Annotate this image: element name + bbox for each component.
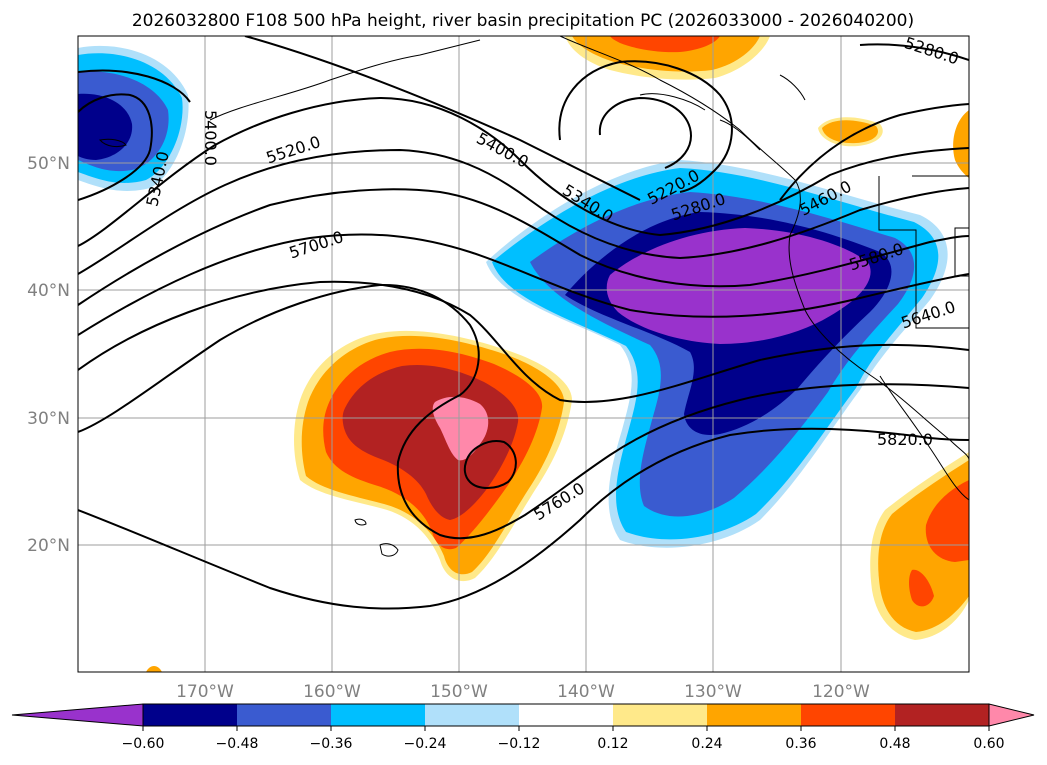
colorbar-segment — [425, 704, 519, 726]
colorbar-frame — [142, 703, 990, 727]
map-border — [77, 35, 970, 673]
colorbar-tick-label: −0.12 — [498, 736, 541, 752]
colorbar-segment — [519, 704, 613, 726]
gridlines — [78, 36, 969, 672]
map-title: 2026032800 F108 500 hPa height, river ba… — [132, 11, 914, 31]
precip-patch-tiny — [146, 666, 162, 672]
colorbar-segment — [613, 704, 707, 726]
colorbar-tick-label: −0.48 — [216, 736, 259, 752]
precip-positive-central — [294, 330, 572, 582]
colorbar-tick-label: 0.48 — [879, 736, 910, 752]
colorbar-labels: −0.60 −0.48 −0.36 −0.24 −0.12 0.12 0.24 0.36 0.4… — [122, 726, 1005, 752]
colorbar-tick-label: 0.60 — [973, 736, 1004, 752]
colorbar-tick-label: 0.12 — [597, 736, 628, 752]
lat-label: 40°N — [27, 281, 70, 301]
colorbar-tick-label: −0.60 — [122, 736, 165, 752]
colorbar-segment — [707, 704, 801, 726]
colorbar-segment — [331, 704, 425, 726]
lon-label: 160°W — [303, 682, 361, 702]
colorbar-tick-label: 0.36 — [785, 736, 816, 752]
lat-label: 30°N — [27, 409, 70, 429]
lon-label: 130°W — [684, 682, 742, 702]
lon-label: 170°W — [176, 682, 234, 702]
colorbar-tick-label: −0.36 — [310, 736, 353, 752]
colorbar-segment — [143, 704, 237, 726]
colorbar-extend-high — [988, 703, 1035, 727]
height-contours — [78, 36, 969, 610]
precip-negative-nw — [78, 45, 189, 191]
lat-label: 20°N — [27, 536, 70, 556]
lon-label: 120°W — [812, 682, 870, 702]
colorbar-segment — [801, 704, 895, 726]
contour-label: 5820.0 — [877, 430, 933, 449]
lat-label: 50°N — [27, 154, 70, 174]
longitude-labels: 170°W 160°W 150°W 140°W 130°W 120°W — [176, 682, 870, 702]
contour-label: 5400.0 — [201, 110, 220, 166]
precip-patch-edge — [953, 110, 969, 178]
colorbar — [11, 703, 1035, 727]
map-content: 5280.0 5400.0 5340.0 5520.0 5700.0 5400.… — [78, 36, 969, 672]
colorbar-segment — [237, 704, 331, 726]
latitude-labels: 50°N 40°N 30°N 20°N — [27, 154, 70, 556]
coastlines — [99, 36, 969, 557]
lon-label: 150°W — [430, 682, 488, 702]
colorbar-extend-low — [11, 703, 144, 727]
precip-patch-small-inner — [822, 120, 878, 144]
colorbar-segment — [895, 704, 989, 726]
colorbar-tick-label: 0.24 — [691, 736, 722, 752]
lon-label: 140°W — [557, 682, 615, 702]
precip-positive-se — [870, 452, 969, 640]
colorbar-tick-label: −0.24 — [404, 736, 447, 752]
